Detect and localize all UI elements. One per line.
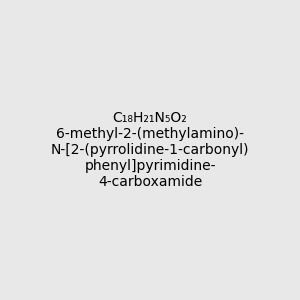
Text: C₁₈H₂₁N₅O₂
6-methyl-2-(methylamino)-
N-[2-(pyrrolidine-1-carbonyl)
phenyl]pyrimi: C₁₈H₂₁N₅O₂ 6-methyl-2-(methylamino)- N-[…	[51, 111, 249, 189]
